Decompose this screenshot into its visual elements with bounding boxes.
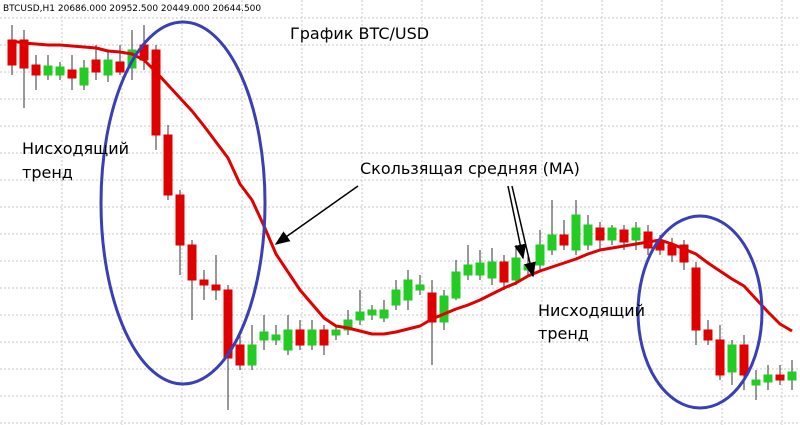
candle-body xyxy=(259,331,269,341)
ma-line xyxy=(11,39,793,336)
candle-body xyxy=(679,244,689,263)
candle-body xyxy=(211,284,221,291)
candle-body xyxy=(451,271,461,299)
candle-body xyxy=(79,67,89,86)
candle-body xyxy=(511,257,521,281)
candle-body xyxy=(775,374,785,381)
arrow xyxy=(507,185,527,260)
candle-body xyxy=(247,344,257,366)
candle-body xyxy=(415,284,425,291)
candle-body xyxy=(607,227,617,241)
annotation: Нисходящий xyxy=(22,139,129,158)
candle-body xyxy=(715,339,725,376)
candle-body xyxy=(319,329,329,346)
candle-body xyxy=(115,61,125,73)
candle-body xyxy=(727,344,737,373)
candle-body xyxy=(487,261,497,279)
candle-body xyxy=(739,344,749,376)
candle-body xyxy=(223,289,233,359)
candle-body xyxy=(427,292,437,323)
candle-body xyxy=(403,279,413,301)
arrow xyxy=(274,185,359,245)
candle-body xyxy=(151,49,161,136)
candle-body xyxy=(535,244,545,266)
candle-body xyxy=(67,69,77,79)
annotation: Нисходящий xyxy=(538,301,645,320)
candle-body xyxy=(199,279,209,286)
chart-title: График BTC/USD xyxy=(290,24,429,43)
candle-body xyxy=(475,262,485,276)
candle-body xyxy=(463,264,473,276)
annotation: Скользящая средняя (MA) xyxy=(360,159,580,178)
candle-body xyxy=(367,309,377,316)
annotation: тренд xyxy=(538,324,589,343)
candle-body xyxy=(91,59,101,73)
trend-ellipse xyxy=(636,214,764,410)
candle-body xyxy=(787,371,797,381)
candle-body xyxy=(235,344,245,366)
candle-body xyxy=(595,227,605,241)
arrow xyxy=(511,185,536,278)
candle-body xyxy=(547,234,557,251)
candle-body xyxy=(295,329,305,346)
moving-average xyxy=(11,39,793,336)
candle-body xyxy=(283,329,293,351)
candles xyxy=(7,25,797,410)
candle-body xyxy=(559,234,569,246)
candle-body xyxy=(175,194,185,246)
candle-body xyxy=(271,334,281,341)
candle-body xyxy=(355,311,365,321)
candle-body xyxy=(19,39,29,69)
candle-body xyxy=(103,59,113,76)
candle-body xyxy=(391,289,401,306)
candle-body xyxy=(187,244,197,281)
candle-body xyxy=(439,295,449,323)
info-bg xyxy=(0,0,205,15)
candle-body xyxy=(631,227,641,241)
candle-body xyxy=(499,261,509,283)
candle-body xyxy=(751,379,761,386)
candle-body xyxy=(583,224,593,246)
candle-body xyxy=(163,134,173,196)
symbol-info: BTCUSD,H1 20686.000 20952.500 20449.000 … xyxy=(3,4,261,14)
candle-body xyxy=(379,309,389,319)
trend-ellipse xyxy=(99,20,267,386)
candle-body xyxy=(43,65,53,76)
candle-body xyxy=(307,329,317,346)
candle-body xyxy=(343,319,353,331)
candle-body xyxy=(55,66,65,76)
candle-body xyxy=(571,214,581,251)
candle-body xyxy=(31,64,41,76)
candle-body xyxy=(331,329,341,336)
candle-body xyxy=(7,39,17,66)
candle-body xyxy=(619,229,629,243)
candle-body xyxy=(691,267,701,331)
candle-body xyxy=(703,329,713,341)
candle-body xyxy=(643,231,653,249)
annotation: тренд xyxy=(22,163,73,182)
candle-body xyxy=(763,374,773,383)
